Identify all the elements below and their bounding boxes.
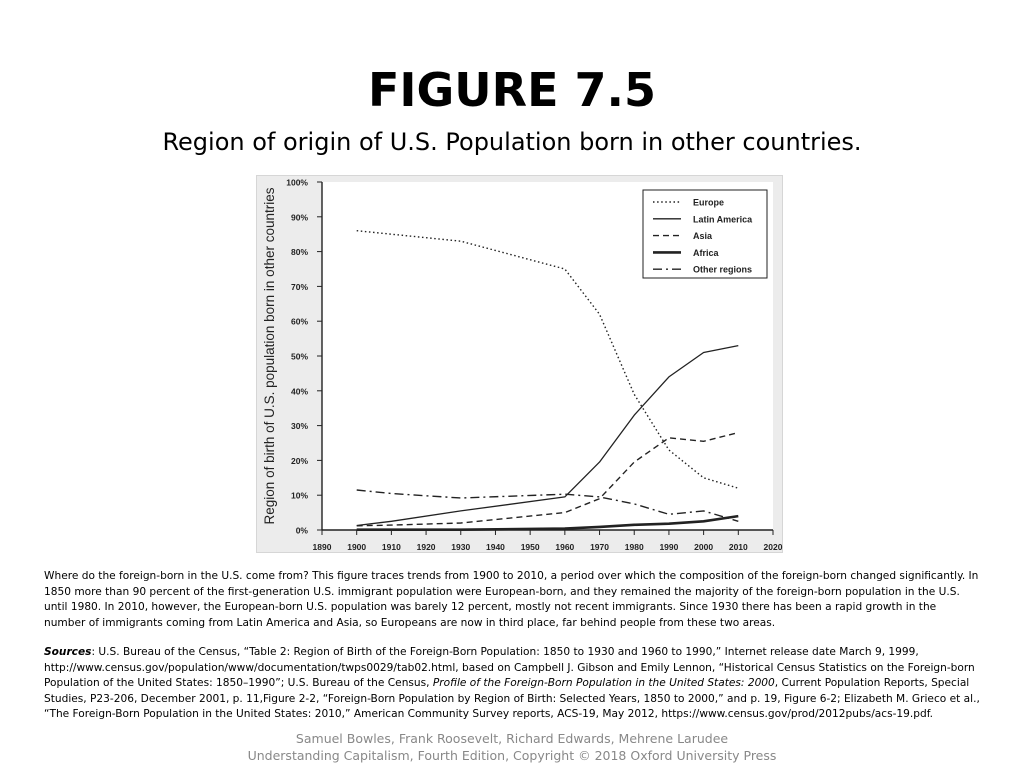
chart-frame: 0% 10% 20% 30% 40% 50% 60% 70% 80% 90% 100% 1890 190… bbox=[256, 175, 783, 553]
footer-authors: Samuel Bowles, Frank Roosevelt, Richard … bbox=[295, 731, 729, 746]
series-line-latin-america bbox=[356, 344, 739, 527]
sources-italic-title: Profile of the Foreign-Born Population i… bbox=[432, 677, 775, 689]
figure-caption: Where do the foreign-born in the U.S. co… bbox=[44, 570, 979, 629]
y-tick-label: 80% bbox=[291, 247, 308, 257]
x-tick-label: 2010 bbox=[729, 542, 748, 552]
x-tick-label: 1990 bbox=[659, 542, 678, 552]
y-tick-label: 100% bbox=[286, 178, 308, 188]
legend-label: Europe bbox=[693, 198, 724, 208]
y-tick-label: 10% bbox=[291, 491, 308, 501]
y-axis-label: Region of birth of U.S. population born … bbox=[262, 187, 277, 524]
line-chart: 0% 10% 20% 30% 40% 50% 60% 70% 80% 90% 100% 1890 190… bbox=[262, 178, 783, 553]
x-tick-label: 1980 bbox=[625, 542, 644, 552]
legend-label: Asia bbox=[693, 231, 713, 241]
x-tick-label: 1950 bbox=[521, 542, 540, 552]
y-tick-label: 0% bbox=[296, 526, 309, 536]
footer-book: Understanding Capitalism, Fourth Edition… bbox=[247, 748, 777, 763]
legend: Europe Latin America Asia Africa Other regio… bbox=[642, 189, 768, 279]
sources-label: Sources bbox=[44, 646, 92, 658]
x-tick-label: 1900 bbox=[347, 542, 366, 552]
y-tick-label: 30% bbox=[291, 421, 308, 431]
x-tick-label: 2020 bbox=[764, 542, 783, 552]
slide-title: FIGURE 7.5 bbox=[368, 63, 656, 117]
y-tick-label: 60% bbox=[291, 317, 308, 327]
x-tick-label: 1890 bbox=[313, 542, 332, 552]
series-line-asia bbox=[356, 431, 739, 527]
y-tick-label: 50% bbox=[291, 352, 308, 362]
y-tick-label: 40% bbox=[291, 386, 308, 396]
y-tick-label: 70% bbox=[291, 282, 308, 292]
sources-note: Sources: U.S. Bureau of the Census, “Tab… bbox=[44, 645, 980, 723]
slide-footer: Samuel Bowles, Frank Roosevelt, Richard … bbox=[0, 730, 1024, 764]
slide-subtitle: Region of origin of U.S. Population born… bbox=[162, 128, 862, 156]
sources-text-1: : U.S. Bureau of the Census, “Table 2: R… bbox=[44, 646, 975, 689]
x-tick-label: 1940 bbox=[486, 542, 505, 552]
legend-label: Latin America bbox=[693, 214, 753, 224]
y-tick-label: 90% bbox=[291, 212, 308, 222]
x-tick-label: 1920 bbox=[417, 542, 436, 552]
legend-label: Africa bbox=[693, 248, 720, 258]
sources-text-2: , Current Population Reports, Special St… bbox=[44, 677, 980, 720]
x-tick-label: 1930 bbox=[451, 542, 470, 552]
series-line-europe bbox=[356, 230, 739, 489]
x-tick-label: 1910 bbox=[382, 542, 401, 552]
legend-label: Other regions bbox=[693, 265, 752, 275]
x-tick-label: 1960 bbox=[555, 542, 574, 552]
x-tick-label: 1970 bbox=[590, 542, 609, 552]
series-line-africa bbox=[356, 514, 739, 532]
legend-box bbox=[642, 189, 768, 279]
series-line-other-regions bbox=[356, 489, 739, 522]
x-tick-label: 2000 bbox=[694, 542, 713, 552]
y-tick-label: 20% bbox=[291, 456, 308, 466]
